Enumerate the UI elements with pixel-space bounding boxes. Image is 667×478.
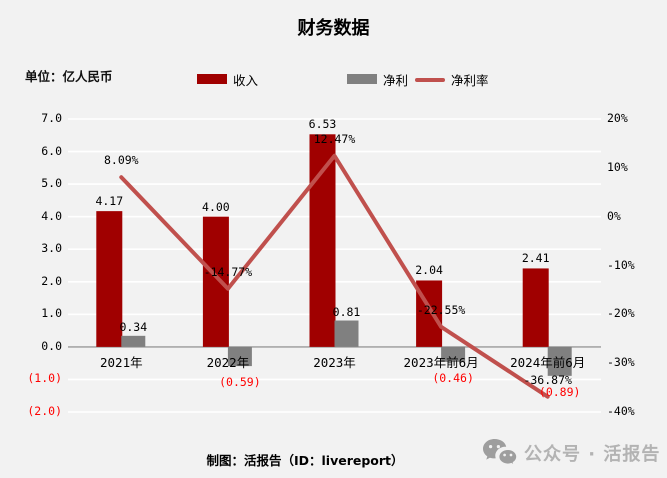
- left-axis-tick: (2.0): [27, 404, 62, 418]
- left-axis-tick: (1.0): [27, 371, 62, 386]
- right-axis-tick: 20%: [607, 111, 628, 125]
- right-axis-tick: 0%: [607, 208, 621, 223]
- legend-label-net-profit: 净利: [383, 73, 409, 88]
- revenue-value-label: 4.00: [202, 199, 230, 214]
- right-axis-tick: -10%: [607, 257, 635, 272]
- chart-title: 财务数据: [297, 18, 370, 39]
- revenue-value-label: 2.04: [415, 263, 443, 278]
- left-axis-tick: 6.0: [41, 143, 62, 158]
- legend-label-net-margin: 净利率: [451, 73, 489, 88]
- revenue-bar: [202, 216, 229, 347]
- left-axis-tick: 4.0: [41, 208, 62, 223]
- net-profit-bar: [547, 346, 572, 376]
- net-margin-value-label: 12.47%: [313, 131, 356, 146]
- left-axis-tick: 5.0: [41, 176, 62, 191]
- unit-label: 单位：亿人民币: [25, 69, 113, 84]
- category-label: 2023年: [313, 354, 356, 370]
- net-profit-value-label: (0.59): [219, 375, 261, 390]
- legend-label-revenue: 收入: [233, 73, 259, 88]
- revenue-bar: [96, 211, 123, 347]
- net-margin-value-label: -14.77%: [203, 264, 253, 279]
- category-label: 2022年: [206, 354, 250, 370]
- net-profit-bar: [227, 346, 252, 367]
- watermark: 公众号 · 活报告: [482, 438, 660, 467]
- net-margin-value-label: 8.09%: [103, 153, 139, 168]
- net-profit-bar: [121, 335, 146, 347]
- net-profit-value-label: (0.46): [432, 370, 474, 385]
- net-margin-line: [119, 153, 550, 399]
- footer-credit: 制图：活报告（ID：livereport）: [206, 453, 404, 468]
- net-margin-swatch: [415, 78, 445, 82]
- left-axis-tick: 1.0: [41, 306, 62, 321]
- revenue-value-label: 2.41: [521, 251, 550, 266]
- left-axis-tick: 0.0: [41, 338, 62, 353]
- right-axis-tick: 10%: [607, 159, 628, 174]
- net-profit-value-label: 0.81: [332, 304, 361, 319]
- right-axis-tick: -20%: [607, 306, 635, 321]
- revenue-bar: [522, 268, 549, 347]
- revenue-value-label: 4.17: [95, 194, 124, 209]
- watermark-text: 公众号 · 活报告: [524, 443, 661, 465]
- category-label: 2023年前6月: [403, 354, 479, 370]
- right-axis-tick: -40%: [607, 404, 635, 418]
- net-profit-bar: [441, 346, 466, 362]
- net-profit-value-label: 0.34: [119, 319, 148, 334]
- revenue-value-label: 6.53: [308, 117, 337, 132]
- category-label: 2021年: [99, 354, 143, 370]
- net-margin-value-label: -22.55%: [416, 302, 466, 317]
- net-margin-value-label: -36.87%: [523, 372, 572, 387]
- net-profit-swatch: [347, 74, 377, 84]
- left-axis-tick: 3.0: [41, 241, 62, 256]
- right-axis-tick: -30%: [607, 355, 635, 370]
- revenue-bar: [309, 134, 336, 347]
- net-profit-value-label: (0.89): [538, 384, 581, 399]
- category-label: 2024年前6月: [510, 354, 586, 370]
- net-profit-bar: [334, 320, 359, 347]
- wechat-icon: [483, 439, 518, 467]
- revenue-swatch: [197, 74, 227, 84]
- left-axis-tick: 7.0: [41, 111, 62, 125]
- left-axis-tick: 2.0: [41, 273, 62, 288]
